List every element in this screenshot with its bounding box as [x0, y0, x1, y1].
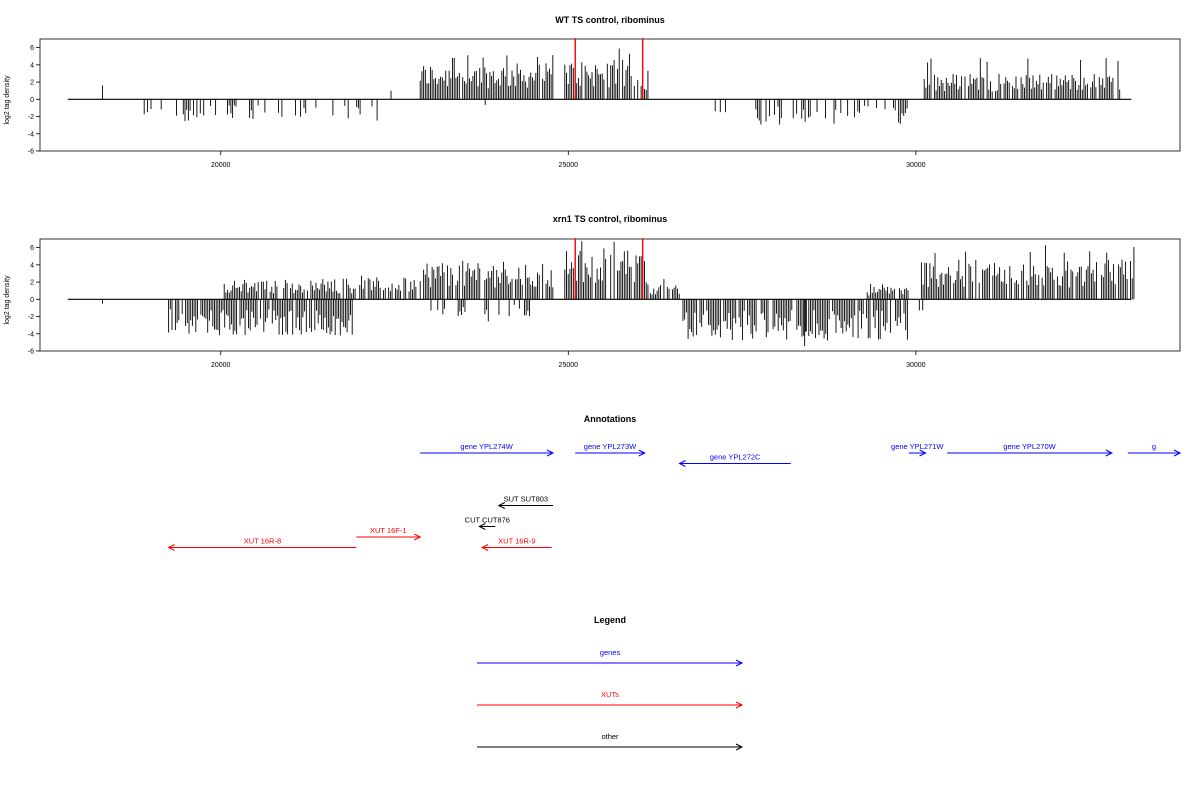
annotation-items: gene YPL274W gene YPL273W gene YPL272C gene… — [167, 442, 1182, 551]
annotation-label: XUT 16R-8 — [244, 537, 281, 546]
y-tick-label: -4 — [28, 331, 34, 338]
arrow-head — [167, 544, 175, 551]
axes-layer: -6 -4 -2 0 2 4 6 20000 25000 30000 — [28, 245, 926, 369]
annotation-label: CUT CUT876 — [465, 516, 510, 525]
annotation-arrow: XUT 16R-9 — [480, 537, 552, 551]
annotation-arrow: gene YPL274W — [420, 442, 555, 457]
bar-layer — [67, 38, 1132, 125]
arrow-head — [414, 533, 422, 541]
chart-title: xrn1 TS control, ribominus — [553, 214, 668, 224]
y-tick-label: 2 — [30, 80, 34, 87]
y-tick-label: 2 — [30, 280, 34, 287]
annotation-arrow: XUT 16R-8 — [167, 537, 357, 551]
annotation-arrow: CUT CUT876 — [465, 516, 510, 530]
legend-label: genes — [600, 648, 621, 657]
annotation-label: SUT SUT803 — [504, 495, 548, 504]
arrow-head — [1105, 449, 1113, 457]
annotation-label: gene YPL271W — [891, 442, 944, 451]
x-tick-label: 20000 — [211, 362, 231, 369]
legend-title: Legend — [594, 615, 626, 625]
annotation-arrow: gene YPL271W — [891, 442, 944, 457]
x-tick-label: 30000 — [906, 362, 926, 369]
annotation-label: gene YPL274W — [460, 442, 513, 451]
arrow-head — [480, 544, 489, 551]
y-tick-label: -2 — [28, 314, 34, 321]
y-tick-label: 4 — [30, 262, 34, 269]
annotation-arrow: gene YPL272C — [678, 453, 791, 467]
annotation-label: XUT 16F-1 — [370, 526, 407, 535]
legend-panel: Legend genes XUTs other — [477, 615, 744, 751]
arrow-head — [497, 502, 506, 509]
annotation-arrow: g — [1127, 442, 1182, 457]
legend-entry: genes — [477, 648, 744, 667]
legend-entry: other — [477, 732, 744, 751]
arrow-head — [1173, 449, 1182, 457]
annotation-label: gene YPL272C — [710, 453, 761, 462]
legend-entries: genes XUTs other — [477, 648, 744, 751]
arrow-head — [919, 449, 927, 457]
annotation-arrow: gene YPL273W — [575, 442, 646, 457]
annotation-arrow: XUT 16F-1 — [356, 526, 422, 541]
annotation-label: gene YPL273W — [584, 442, 637, 451]
y-tick-label: -6 — [28, 349, 34, 356]
legend-label: other — [601, 732, 619, 741]
arrow-head — [735, 743, 744, 751]
annotations-panel: Annotations gene YPL274W gene YPL273Wgene… — [167, 414, 1182, 551]
arrow-head — [638, 449, 646, 457]
legend-entry: XUTs — [477, 690, 744, 709]
annotation-label: XUT 16R-9 — [498, 537, 535, 546]
y-tick-label: 0 — [30, 297, 34, 304]
y-tick-label: -4 — [28, 131, 34, 138]
x-tick-label: 20000 — [211, 162, 231, 169]
bar-layer — [67, 238, 1135, 347]
axes-layer: -6 -4 -2 0 2 4 6 20000 25000 30000 — [28, 45, 926, 169]
arrow-head — [546, 449, 555, 457]
y-tick-label: 6 — [30, 245, 34, 252]
y-axis-label: log2 tag density — [4, 275, 11, 325]
annotation-label: g — [1152, 442, 1156, 451]
arrow-head — [735, 701, 744, 709]
panel-wt: WT TS control, ribominus log2 tag densit… — [4, 15, 1181, 169]
x-tick-label: 25000 — [559, 162, 579, 169]
y-tick-label: -6 — [28, 149, 34, 156]
legend-label: XUTs — [601, 690, 619, 699]
y-tick-label: 0 — [30, 97, 34, 104]
annotations-title: Annotations — [584, 414, 637, 424]
annotation-label: gene YPL270W — [1003, 442, 1056, 451]
arrow-head — [678, 460, 686, 467]
plot-frame — [39, 38, 1181, 152]
annotation-arrow: gene YPL270W — [947, 442, 1113, 457]
panel-xrn1: xrn1 TS control, ribominus log2 tag dens… — [4, 214, 1181, 369]
x-tick-label: 30000 — [906, 162, 926, 169]
arrow-head — [478, 523, 486, 530]
y-axis-label: log2 tag density — [4, 75, 11, 125]
y-tick-label: -2 — [28, 114, 34, 121]
chart-title: WT TS control, ribominus — [555, 15, 665, 25]
y-tick-label: 6 — [30, 45, 34, 52]
y-tick-label: 4 — [30, 62, 34, 69]
plot-frame — [39, 238, 1181, 352]
arrow-head — [735, 659, 744, 667]
annotation-arrow: SUT SUT803 — [497, 495, 553, 509]
x-tick-label: 25000 — [559, 362, 579, 369]
